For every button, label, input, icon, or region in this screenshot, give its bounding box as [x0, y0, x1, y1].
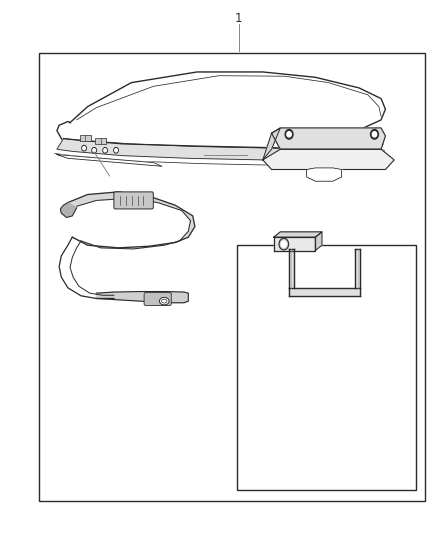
Circle shape	[115, 149, 117, 152]
Bar	[39, 53, 425, 501]
Circle shape	[93, 149, 95, 152]
Polygon shape	[60, 203, 77, 217]
Text: 1: 1	[235, 12, 243, 25]
Circle shape	[279, 238, 289, 250]
Polygon shape	[272, 128, 385, 149]
Polygon shape	[274, 232, 322, 237]
Circle shape	[92, 148, 96, 153]
Circle shape	[372, 132, 377, 137]
Polygon shape	[289, 288, 360, 296]
Circle shape	[103, 148, 107, 153]
Bar	[80, 135, 91, 141]
Polygon shape	[57, 139, 385, 161]
Polygon shape	[57, 72, 385, 155]
Polygon shape	[263, 128, 280, 160]
Ellipse shape	[159, 297, 169, 305]
Bar	[95, 138, 106, 144]
Polygon shape	[307, 168, 342, 181]
Circle shape	[281, 241, 286, 247]
FancyBboxPatch shape	[144, 293, 171, 305]
Polygon shape	[68, 192, 195, 249]
Circle shape	[114, 148, 118, 153]
Text: 3: 3	[191, 148, 198, 161]
Circle shape	[82, 146, 86, 151]
Circle shape	[83, 147, 85, 150]
Polygon shape	[57, 155, 162, 166]
Text: 2: 2	[90, 140, 98, 153]
Ellipse shape	[162, 300, 167, 303]
Polygon shape	[315, 232, 322, 251]
Circle shape	[287, 132, 291, 137]
Polygon shape	[274, 237, 315, 251]
FancyBboxPatch shape	[114, 192, 153, 209]
Circle shape	[104, 149, 106, 152]
Polygon shape	[96, 292, 188, 303]
Circle shape	[285, 130, 293, 139]
Polygon shape	[263, 149, 394, 169]
Circle shape	[371, 130, 378, 139]
Bar	[237, 245, 416, 490]
